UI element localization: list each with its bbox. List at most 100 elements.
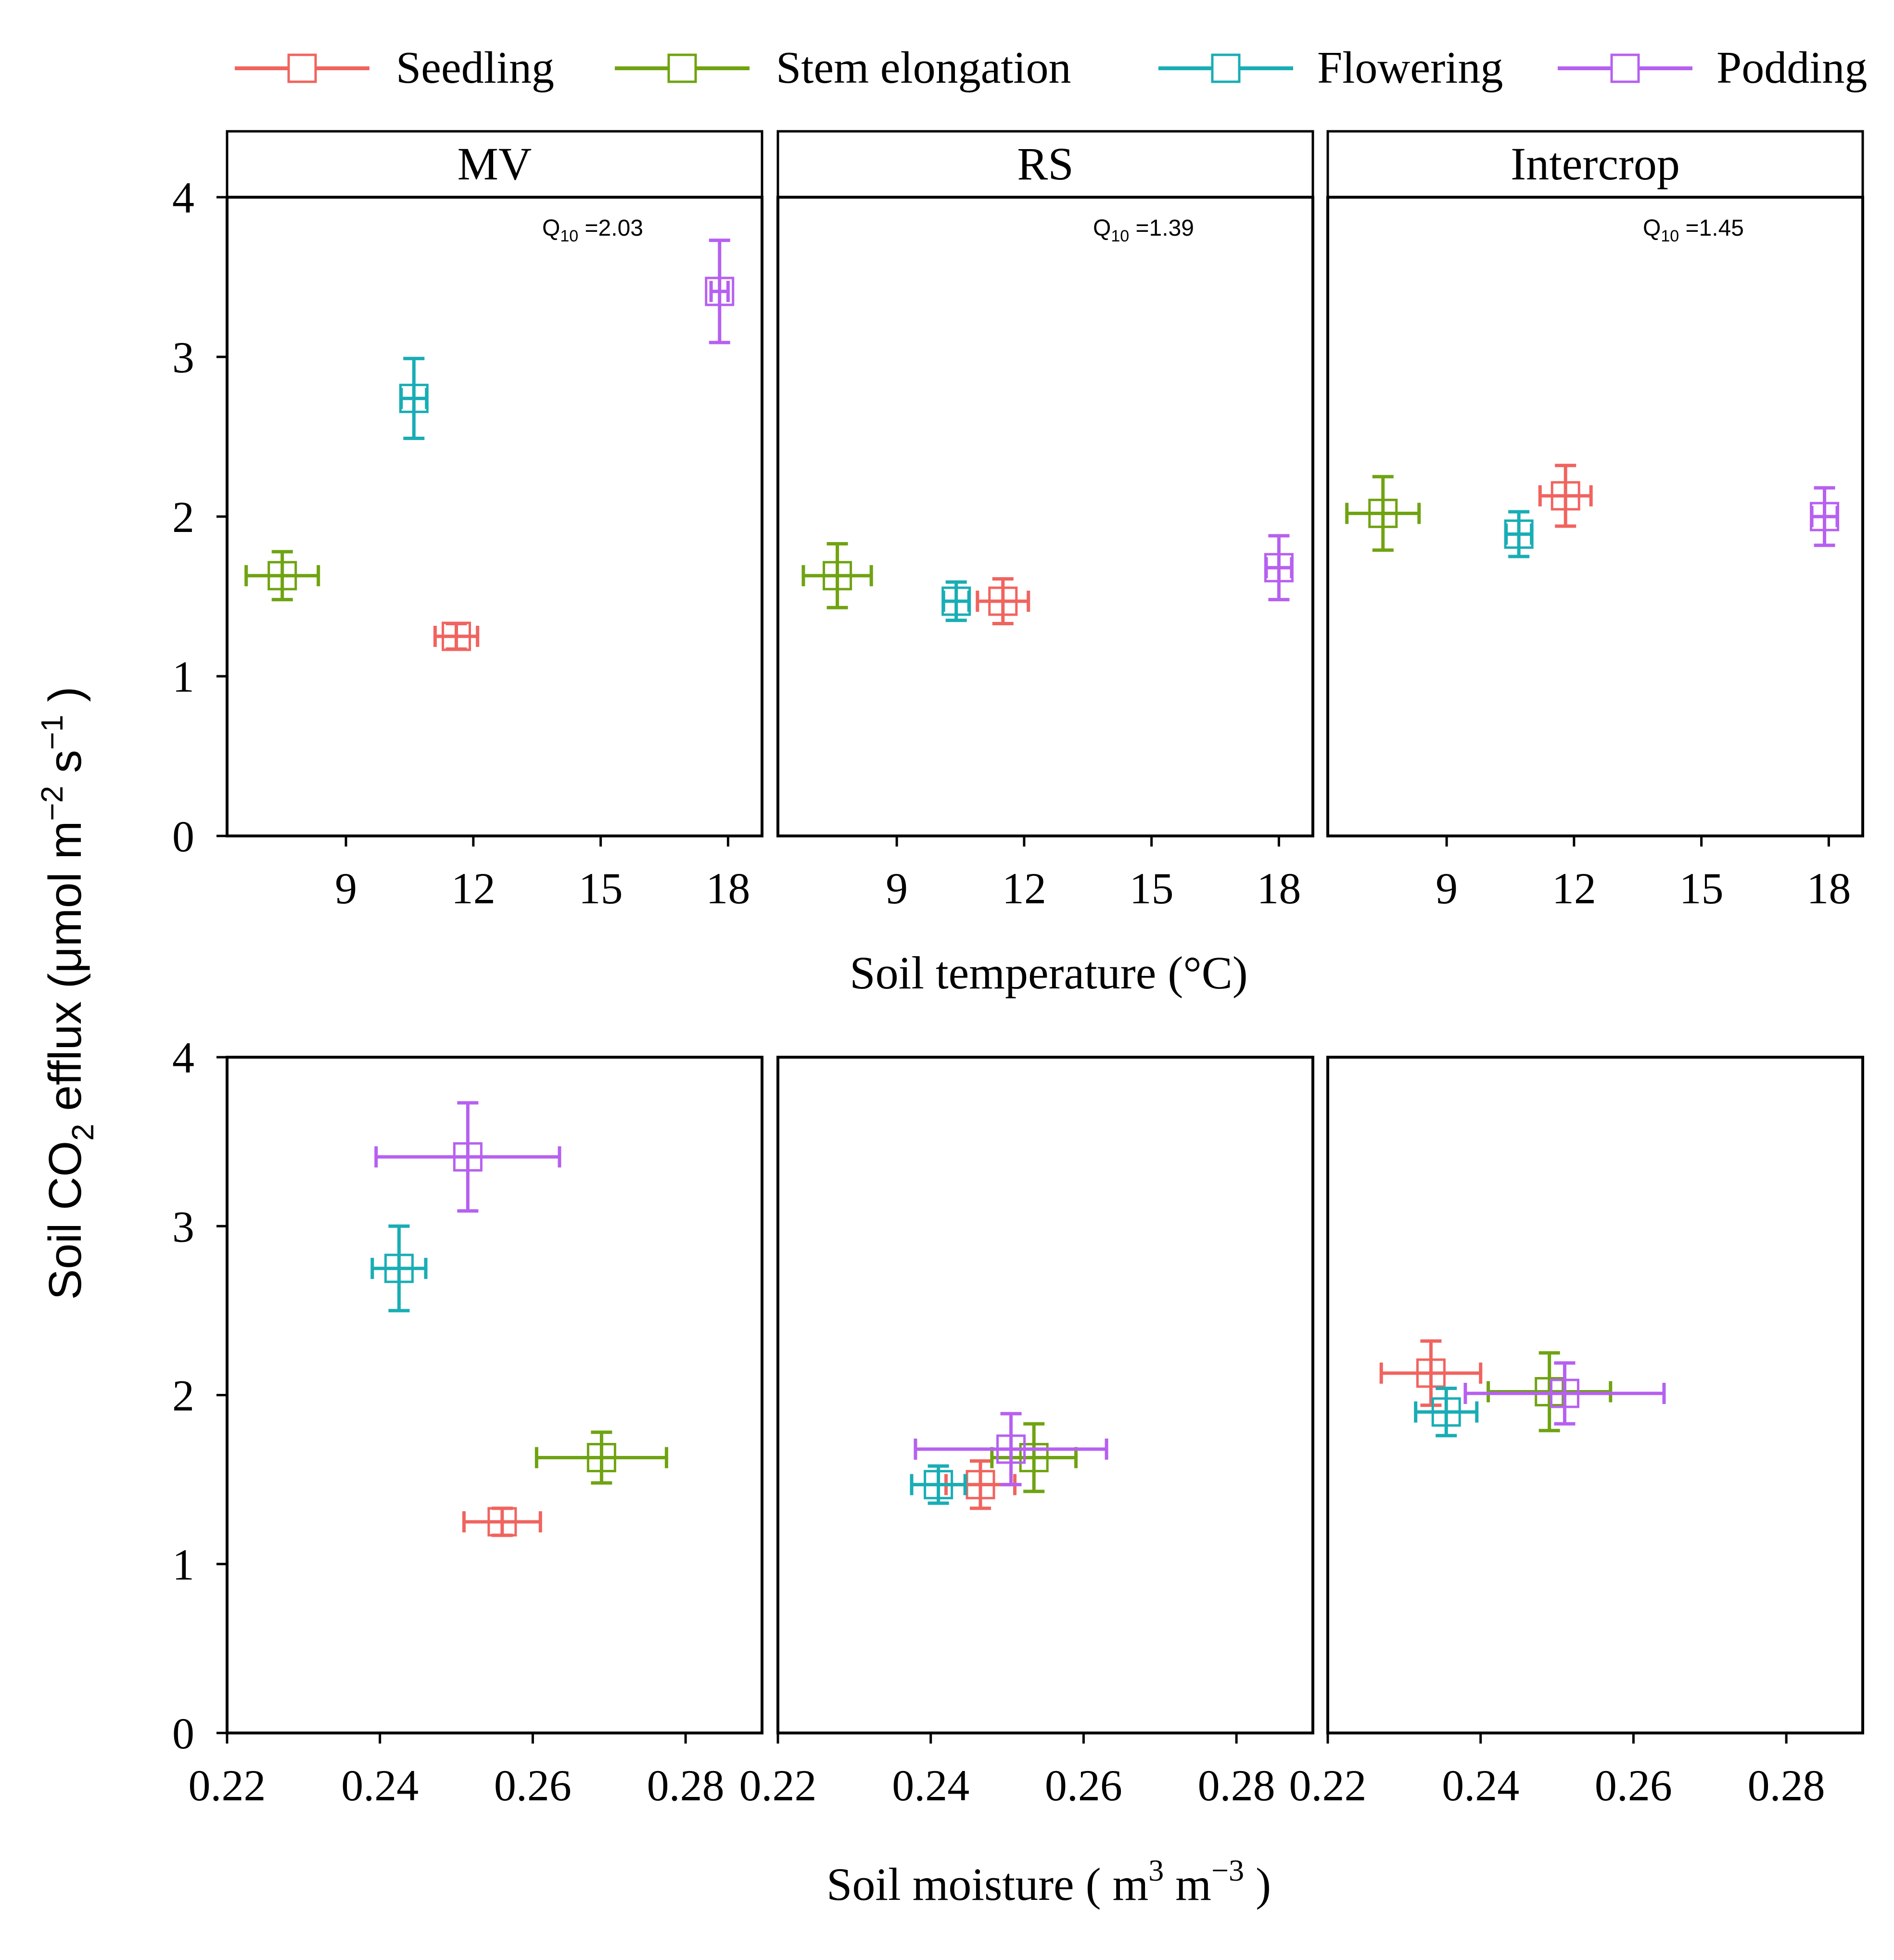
- q10-label-Intercrop: Q10 =1.45: [1643, 215, 1744, 245]
- marker-seedling: [442, 621, 471, 651]
- marker-stem: [1019, 1442, 1049, 1472]
- x-tick-label: 0.24: [341, 1761, 419, 1810]
- legend-item-seedling: Seedling: [235, 43, 554, 93]
- y-tick-label: 0: [172, 1709, 194, 1758]
- legend-marker-podding: [1610, 53, 1640, 83]
- x-tick-label: 15: [579, 864, 623, 913]
- point-stem: [534, 1430, 668, 1485]
- x-tick-label: 12: [1002, 864, 1046, 913]
- temperature-panel-Intercrop: Intercrop 9 12 15 18 Q10 =1.45: [1326, 130, 1864, 913]
- x-tick-label: 9: [1436, 864, 1458, 913]
- point-podding: [1264, 534, 1294, 602]
- x-tick-label: 15: [1679, 864, 1724, 913]
- marker-flowering: [384, 1253, 414, 1283]
- legend-marker-flowering: [1211, 53, 1241, 83]
- x-tick-label: 12: [451, 864, 496, 913]
- x-tick-label: 0.22: [189, 1761, 266, 1810]
- point-flowering: [1414, 1386, 1479, 1438]
- y-tick-label: 2: [172, 1371, 194, 1420]
- x-tick-label: 18: [1806, 864, 1851, 913]
- panel-frame-Intercrop: [1326, 196, 1864, 837]
- x-tick-label: 0.26: [494, 1761, 572, 1810]
- x-tick-label: 0.26: [1595, 1761, 1672, 1810]
- marker-seedling: [988, 586, 1018, 616]
- point-flowering: [941, 580, 971, 622]
- panel-frame-RS: [776, 196, 1314, 837]
- y-tick-label: 0: [172, 812, 194, 861]
- marker-flowering: [399, 383, 429, 413]
- x-tick-label: 0.28: [1198, 1761, 1275, 1810]
- x-tick-label: 0.22: [1289, 1761, 1367, 1810]
- marker-podding: [453, 1142, 483, 1172]
- y-tick-label: 1: [172, 652, 194, 701]
- q10-label-RS: Q10 =1.39: [1093, 215, 1194, 245]
- marker-stem: [1368, 498, 1398, 528]
- marker-flowering: [1504, 519, 1534, 549]
- point-stem: [244, 550, 320, 602]
- legend-marker-stem: [667, 53, 697, 83]
- marker-podding: [1550, 1378, 1579, 1408]
- marker-seedling: [1551, 481, 1580, 511]
- strip-RS: [776, 130, 1314, 199]
- point-podding: [914, 1412, 1108, 1487]
- x-axis-title-moisture: Soil moisture ( m3 m−3 ): [826, 1853, 1271, 1910]
- x-tick-label: 0.24: [892, 1761, 969, 1810]
- marker-podding: [1810, 502, 1840, 531]
- marker-seedling: [1416, 1358, 1446, 1388]
- x-tick-label: 12: [1552, 864, 1596, 913]
- temperature-panel-RS: RS 9 12 15 18 Q10 =1.39: [776, 130, 1314, 913]
- point-flowering: [370, 1224, 428, 1313]
- moisture-panel-Intercrop: 0.22 0.24 0.26 0.28: [1289, 1056, 1864, 1810]
- strip-label-RS: RS: [1017, 138, 1073, 190]
- marker-stem: [823, 561, 852, 591]
- marker-podding: [996, 1434, 1026, 1464]
- y-tick-label: 3: [172, 1202, 194, 1251]
- y-tick-label: 3: [172, 333, 194, 382]
- y-tick-label: 2: [172, 493, 194, 542]
- panel-frame-MV: [226, 196, 763, 837]
- point-podding: [1810, 486, 1840, 547]
- legend-label-stem: Stem elongation: [776, 43, 1071, 93]
- strip-label-Intercrop: Intercrop: [1511, 138, 1680, 190]
- strip-MV: [226, 130, 763, 199]
- marker-stem: [267, 561, 297, 591]
- panel-frame-Intercrop: [1326, 1056, 1864, 1734]
- q10-label-MV: Q10 =2.03: [542, 215, 643, 245]
- point-flowering: [1504, 510, 1534, 558]
- marker-seedling: [487, 1507, 517, 1537]
- point-seedling: [1538, 464, 1593, 528]
- y-tick-label: 4: [172, 173, 194, 222]
- point-podding: [374, 1101, 561, 1213]
- point-stem: [801, 542, 873, 609]
- point-stem: [1487, 1351, 1613, 1432]
- point-flowering: [910, 1464, 967, 1505]
- y-tick-label: 4: [172, 1033, 194, 1082]
- marker-stem: [1535, 1377, 1564, 1406]
- moisture-panel-RS: 0.22 0.24 0.26 0.28: [739, 1056, 1314, 1810]
- y-tick-label: 1: [172, 1540, 194, 1589]
- point-stem: [990, 1422, 1078, 1493]
- marker-seedling: [966, 1470, 995, 1500]
- x-tick-label: 0.22: [739, 1761, 817, 1810]
- point-seedling: [1379, 1339, 1483, 1407]
- x-tick-label: 0.28: [647, 1761, 725, 1810]
- marker-flowering: [941, 586, 971, 616]
- x-tick-label: 0.28: [1748, 1761, 1825, 1810]
- x-tick-label: 9: [335, 864, 357, 913]
- point-podding: [1463, 1361, 1666, 1426]
- marker-flowering: [924, 1470, 953, 1500]
- x-tick-label: 9: [886, 864, 908, 913]
- x-tick-label: 0.26: [1045, 1761, 1122, 1810]
- point-stem: [1345, 475, 1421, 552]
- legend-label-seedling: Seedling: [396, 43, 554, 93]
- point-seedling: [462, 1506, 542, 1537]
- y-axis-title: Soil CO2 efflux (μmol m−2 s−1 ): [35, 686, 100, 1300]
- x-axis-title-temperature: Soil temperature (°C): [850, 947, 1247, 999]
- legend-item-flowering: Flowering: [1158, 43, 1503, 93]
- strip-label-MV: MV: [458, 138, 532, 190]
- x-tick-label: 18: [1257, 864, 1301, 913]
